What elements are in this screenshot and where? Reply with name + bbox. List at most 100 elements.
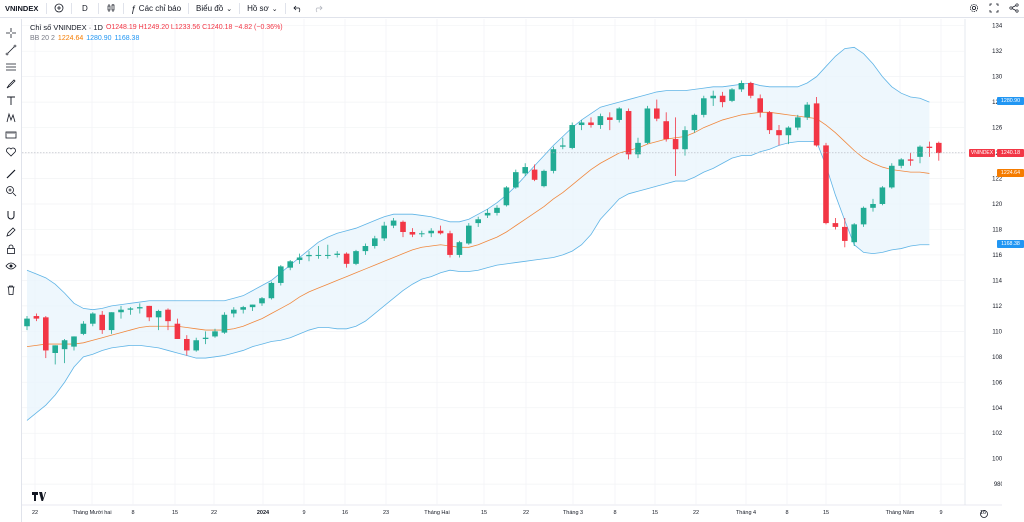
candle-body <box>212 331 218 337</box>
basis-price-tag: 1224.64 <box>997 168 1024 177</box>
crosshair-tool[interactable] <box>5 26 17 38</box>
brush-icon <box>5 77 17 94</box>
tradingview-logo[interactable] <box>32 492 46 503</box>
candle-body <box>184 338 190 351</box>
share-button[interactable] <box>1004 0 1024 18</box>
candle <box>832 217 839 230</box>
candle-body <box>936 142 942 154</box>
toolbar-divider <box>188 3 190 14</box>
brush-tool[interactable] <box>5 77 17 89</box>
candle <box>296 253 303 264</box>
ruler-tool[interactable] <box>5 167 17 179</box>
candle-body <box>682 130 688 150</box>
trend-line-tool[interactable] <box>5 43 17 56</box>
legend-title[interactable]: Chỉ số VNINDEX · 1D <box>30 23 103 32</box>
candle <box>437 225 444 235</box>
time-tick-label: 15 <box>172 510 178 516</box>
stay-drawing-tool[interactable] <box>5 225 17 237</box>
text-tool[interactable] <box>5 94 17 106</box>
remove-tool[interactable] <box>5 283 17 295</box>
candle-body <box>315 254 322 256</box>
lock-tool[interactable] <box>5 242 17 254</box>
price-tick-label: 1160.00 <box>992 253 1002 259</box>
interval-button[interactable]: D <box>82 4 88 13</box>
candle-body <box>719 95 726 103</box>
candle-body <box>851 224 857 243</box>
price-tick-label: 980.00 <box>994 482 1002 488</box>
layout-menu[interactable]: Hồ sơ ⌄ <box>242 0 283 18</box>
settings-button[interactable] <box>964 0 984 18</box>
candle-style-button[interactable] <box>101 0 121 18</box>
candle <box>24 316 30 331</box>
pattern-tool[interactable] <box>5 111 17 123</box>
candle <box>475 216 481 227</box>
candle-body <box>381 225 387 239</box>
clock-icon <box>978 507 990 522</box>
candle-body <box>240 307 246 310</box>
candle-body <box>390 220 397 226</box>
time-tick-label: Tháng Mười hai <box>72 510 111 516</box>
candle <box>926 141 933 157</box>
candle <box>635 137 641 159</box>
candle <box>550 146 557 174</box>
icons-tool[interactable] <box>5 145 17 157</box>
redo-button[interactable] <box>308 0 328 18</box>
auto-scale-button[interactable] <box>978 507 990 519</box>
candle-body <box>616 108 622 120</box>
candle <box>719 91 726 108</box>
candle-body <box>419 233 425 235</box>
tv-logo-icon <box>32 492 46 501</box>
candle-body <box>879 187 886 204</box>
candle <box>419 230 425 238</box>
candle <box>541 169 547 188</box>
candle <box>137 303 143 314</box>
toolbar-right <box>964 0 1024 18</box>
price-tick-label: 1200.00 <box>992 202 1002 208</box>
candle-body <box>644 108 651 143</box>
price-tick-label: 1340.00 <box>992 24 1002 30</box>
candle-body <box>635 142 641 155</box>
time-tick-label: Tháng Hai <box>424 510 449 516</box>
candle-body <box>625 111 632 155</box>
chart-canvas[interactable]: 1340.001320.001300.001280.001260.001240.… <box>22 19 1002 522</box>
function-icon: ƒ <box>130 3 136 14</box>
candle-body <box>90 313 96 324</box>
candle-body <box>541 170 547 187</box>
candle <box>259 296 265 306</box>
fullscreen-button[interactable] <box>984 0 1004 18</box>
candle-body <box>832 223 839 227</box>
candle-body <box>701 98 707 115</box>
compare-button[interactable] <box>49 0 69 18</box>
chart-type-menu[interactable]: Biểu đồ ⌄ <box>191 0 237 18</box>
candle-body <box>663 121 669 140</box>
fib-tool[interactable] <box>5 60 17 72</box>
hide-tool[interactable] <box>5 259 17 271</box>
indicators-button[interactable]: ƒ Các chỉ báo <box>126 0 186 18</box>
candle <box>184 335 190 356</box>
symbol-search-button[interactable]: VNINDEX <box>5 4 39 13</box>
candle <box>625 108 632 160</box>
candle-body <box>654 108 660 119</box>
candle-body <box>860 207 867 225</box>
price-tick-label: 1100.00 <box>992 329 1002 335</box>
candle <box>334 251 340 258</box>
fullscreen-icon <box>989 3 999 15</box>
time-tick-label: 15 <box>823 510 829 516</box>
magnet-tool[interactable] <box>5 208 17 220</box>
candle <box>588 117 594 128</box>
candle <box>663 112 669 142</box>
price-axis-panel <box>965 19 1002 505</box>
time-tick-label: 22 <box>32 510 38 516</box>
bb-label[interactable]: BB 20 2 <box>30 35 55 42</box>
undo-button[interactable] <box>288 0 308 18</box>
candle <box>503 186 510 207</box>
candle-body <box>466 225 472 244</box>
candle <box>616 107 622 123</box>
candle-body <box>61 340 68 350</box>
zoom-in-tool[interactable] <box>5 184 17 197</box>
price-tick-label: 1120.00 <box>992 304 1002 310</box>
measure-tool[interactable] <box>5 128 17 140</box>
time-tick-label: 8 <box>785 510 788 516</box>
candle <box>221 312 228 334</box>
candle-body <box>823 145 829 224</box>
